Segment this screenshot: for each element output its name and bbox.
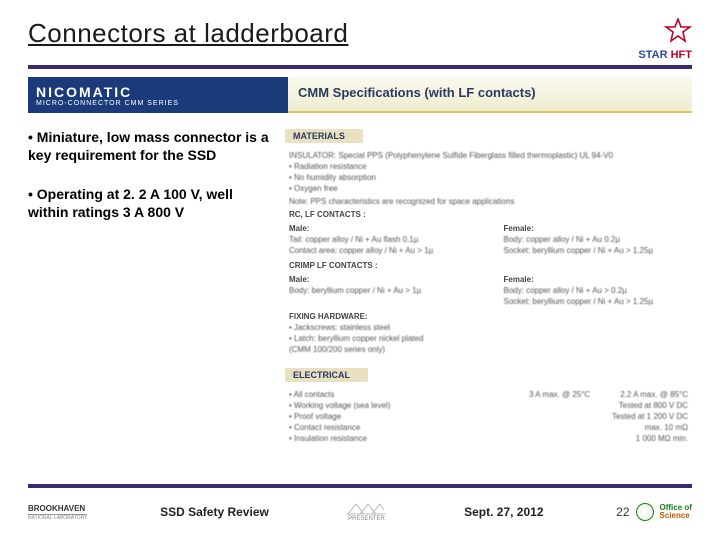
slide-footer: BROOKHAVEN NATIONAL LABORATORY SSD Safet… — [28, 500, 692, 524]
fixing-header: FIXING HARDWARE: — [289, 312, 688, 321]
spec-line: Body: copper alloy / Ni + Au > 0.2µ — [504, 286, 689, 295]
star-icon — [664, 18, 692, 44]
doe-seal-icon — [636, 503, 654, 521]
rc-contacts-header: RC, LF CONTACTS : — [289, 210, 688, 219]
elec-row: • Contact resistance max. 10 mΩ — [289, 423, 688, 432]
elec-label: • Contact resistance — [289, 423, 360, 432]
logo-star-text: STAR — [638, 49, 667, 61]
electrical-label: ELECTRICAL — [285, 368, 368, 382]
slide-title: Connectors at ladderboard — [28, 18, 348, 49]
spec-line: (CMM 100/200 series only) — [289, 345, 688, 354]
elec-row: • All contacts 3 A max. @ 25°C2.2 A max.… — [289, 390, 688, 399]
crimp-header: CRIMP LF CONTACTS : — [289, 261, 688, 270]
rc-female-header: Female: — [504, 224, 689, 233]
star-hft-logo: STAR HFT — [638, 18, 692, 61]
spec-line: Contact area: copper alloy / Ni + Au > 1… — [289, 246, 474, 255]
footer-review-label: SSD Safety Review — [160, 505, 269, 519]
spec-line: Body: beryllium copper / Ni + Au > 1µ — [289, 286, 474, 295]
elec-row: • Working voltage (sea level) Tested at … — [289, 401, 688, 410]
footer-divider — [28, 484, 692, 488]
title-divider — [28, 65, 692, 69]
rc-male-header: Male: — [289, 224, 474, 233]
spec-line: Tail: copper alloy / Ni + Au flash 0.1µ — [289, 235, 474, 244]
spec-line: • Jackscrews: stainless steel — [289, 323, 688, 332]
nicomatic-subtext: MICRO-CONNECTOR CMM SERIES — [36, 100, 280, 107]
materials-label: MATERIALS — [285, 129, 363, 143]
bullet-operating: • Operating at 2. 2 A 100 V, well within… — [28, 186, 273, 221]
spec-line: Socket: beryllium copper / Ni + Au > 1.2… — [504, 246, 689, 255]
crimp-male-header: Male: — [289, 275, 474, 284]
crimp-female-header: Female: — [504, 275, 689, 284]
banner-spec-title: CMM Specifications (with LF contacts) — [288, 77, 692, 113]
spec-line: • No humidity absorption — [289, 173, 688, 182]
spec-line: Body: copper alloy / Ni + Au 0.2µ — [504, 235, 689, 244]
spec-note: Note: PPS characteristics are recognized… — [289, 197, 688, 206]
elec-label: • Insulation resistance — [289, 434, 367, 443]
datasheet-banner: NICOMATIC MICRO-CONNECTOR CMM SERIES CMM… — [28, 77, 692, 113]
bullets-column: • Miniature, low mass connector is a key… — [28, 123, 273, 451]
elec-label: • Proof voltage — [289, 412, 341, 421]
spec-line: • Oxygen free — [289, 184, 688, 193]
spec-column: MATERIALS INSULATOR: Special PPS (Polyph… — [285, 123, 692, 451]
spec-line: • Radiation resistance — [289, 162, 688, 171]
spec-insulator: INSULATOR: Special PPS (Polyphenylene Su… — [289, 151, 688, 160]
logo-hft-text: HFT — [671, 49, 692, 61]
nicomatic-logo-text: NICOMATIC — [36, 84, 280, 100]
footer-date: Sept. 27, 2012 — [464, 505, 543, 519]
footer-center-logo: PRESENTER — [341, 500, 391, 524]
elec-label: • All contacts — [289, 390, 335, 399]
elec-row: • Proof voltage Tested at 1 200 V DC — [289, 412, 688, 421]
elec-row: • Insulation resistance 1 000 MΩ min. — [289, 434, 688, 443]
office-of-science-logo: Office of Science — [660, 504, 692, 520]
brookhaven-logo: BROOKHAVEN NATIONAL LABORATORY — [28, 504, 87, 521]
spec-line: Socket: beryllium copper / Ni + Au > 1.2… — [504, 297, 689, 306]
spec-line: • Latch: beryllium copper nickel plated — [289, 334, 688, 343]
page-number: 22 — [616, 505, 629, 519]
elec-label: • Working voltage (sea level) — [289, 401, 390, 410]
bullet-miniature: • Miniature, low mass connector is a key… — [28, 129, 273, 164]
